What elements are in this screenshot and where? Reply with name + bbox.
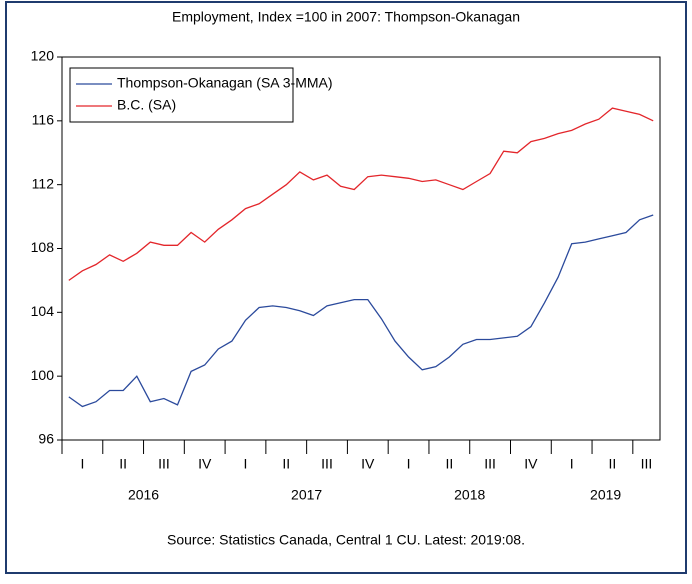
x-tick-label: I <box>407 456 411 472</box>
x-tick-label: I <box>244 456 248 472</box>
x-year-label: 2016 <box>128 487 159 503</box>
x-tick-label: III <box>321 456 333 472</box>
y-tick-label: 116 <box>32 112 55 128</box>
legend-box <box>69 67 294 123</box>
y-tick-label: 108 <box>31 239 55 255</box>
y-tick-label: 96 <box>38 431 54 447</box>
x-tick-label: III <box>484 456 496 472</box>
series-line <box>68 107 654 281</box>
x-tick-label: I <box>570 456 574 472</box>
x-tick-label: IV <box>198 456 212 472</box>
x-year-label: 2018 <box>454 487 485 503</box>
x-tick-label: I <box>80 456 84 472</box>
legend-label: B.C. (SA) <box>117 97 176 113</box>
x-tick-label: II <box>119 456 127 472</box>
x-year-label: 2017 <box>291 487 322 503</box>
x-tick-label: II <box>609 456 617 472</box>
y-tick-label: 120 <box>31 48 55 64</box>
x-tick-label: II <box>282 456 290 472</box>
y-tick-label: 100 <box>31 367 55 383</box>
x-tick-label: III <box>641 456 653 472</box>
x-year-label: 2019 <box>590 487 621 503</box>
x-tick-label: III <box>158 456 170 472</box>
x-tick-label: II <box>445 456 453 472</box>
source-note: Source: Statistics Canada, Central 1 CU.… <box>167 532 525 548</box>
series-line <box>68 214 654 408</box>
y-tick-label: 112 <box>32 175 55 191</box>
legend-label: Thompson-Okanagan (SA 3-MMA) <box>117 75 333 91</box>
x-tick-label: IV <box>361 456 375 472</box>
y-tick-label: 104 <box>31 303 55 319</box>
chart-title: Employment, Index =100 in 2007: Thompson… <box>172 9 520 25</box>
x-tick-label: IV <box>524 456 538 472</box>
